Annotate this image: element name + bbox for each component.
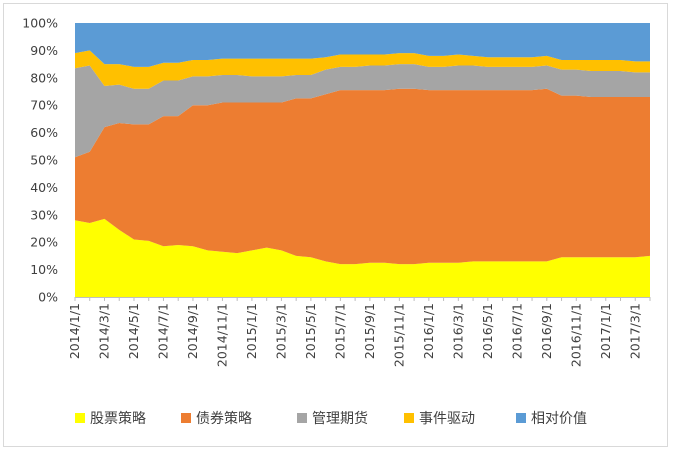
x-tick-label: 2014/9/1: [185, 303, 200, 359]
y-tick-label: 10%: [30, 262, 58, 277]
x-tick-label: 2015/9/1: [362, 303, 377, 359]
y-tick-label: 90%: [30, 43, 58, 58]
legend-label: 事件驱动: [419, 411, 475, 427]
x-axis: 2014/1/1 2014/3/1 2014/5/1 2014/7/1 2014/9/1…: [67, 297, 651, 367]
x-tick-label: 2016/7/1: [509, 303, 524, 359]
x-tick-label: 2015/11/1: [391, 303, 406, 367]
legend: 股票策略 债券策略 管理期货 事件驱动 相对价值: [75, 410, 587, 427]
y-tick-label: 0%: [38, 290, 58, 305]
x-tick-label: 2016/11/1: [568, 303, 583, 367]
legend-label: 债券策略: [196, 410, 252, 427]
legend-swatch: [516, 413, 526, 423]
y-tick-label: 100%: [22, 16, 58, 31]
x-tick-label: 2015/3/1: [273, 303, 288, 359]
legend-label: 股票策略: [90, 410, 146, 427]
x-tick-label: 2015/7/1: [332, 303, 347, 359]
y-tick-label: 70%: [30, 98, 58, 113]
x-tick-label: 2016/5/1: [480, 303, 495, 359]
y-tick-label: 80%: [30, 70, 58, 85]
x-tick-label: 2016/1/1: [421, 303, 436, 359]
area-series-4: [75, 23, 650, 67]
legend-swatch: [181, 413, 191, 423]
x-tick-label: 2015/1/1: [244, 303, 259, 359]
x-tick-label: 2016/3/1: [450, 303, 465, 359]
legend-label: 管理期货: [312, 410, 368, 427]
y-tick-label: 30%: [30, 207, 58, 222]
x-tick-label: 2014/5/1: [126, 303, 141, 359]
y-axis: 0% 10% 20% 30% 40% 50% 60% 70% 80% 90% 100%: [22, 16, 58, 305]
y-tick-label: 60%: [30, 125, 58, 140]
series-areas: [75, 23, 650, 297]
area-series-0: [75, 218, 650, 297]
area-series-3: [75, 50, 650, 89]
x-tick-label: 2017/1/1: [598, 303, 613, 359]
y-tick-label: 50%: [30, 153, 58, 168]
legend-swatch: [404, 413, 414, 423]
legend-label: 相对价值: [531, 411, 587, 427]
area-series-2: [75, 64, 650, 158]
legend-swatch: [297, 413, 307, 423]
x-tick-label: 2017/3/1: [627, 303, 642, 359]
x-tick-label: 2014/3/1: [96, 303, 111, 359]
y-tick-label: 40%: [30, 180, 58, 195]
x-tick-label: 2015/5/1: [303, 303, 318, 359]
legend-swatch: [75, 413, 85, 423]
x-tick-label: 2014/7/1: [155, 303, 170, 359]
y-tick-label: 20%: [30, 235, 58, 250]
x-tick-label: 2014/11/1: [214, 303, 229, 367]
x-tick-label: 2014/1/1: [67, 303, 82, 359]
area-series-1: [75, 88, 650, 265]
x-tick-label: 2016/9/1: [539, 303, 554, 359]
